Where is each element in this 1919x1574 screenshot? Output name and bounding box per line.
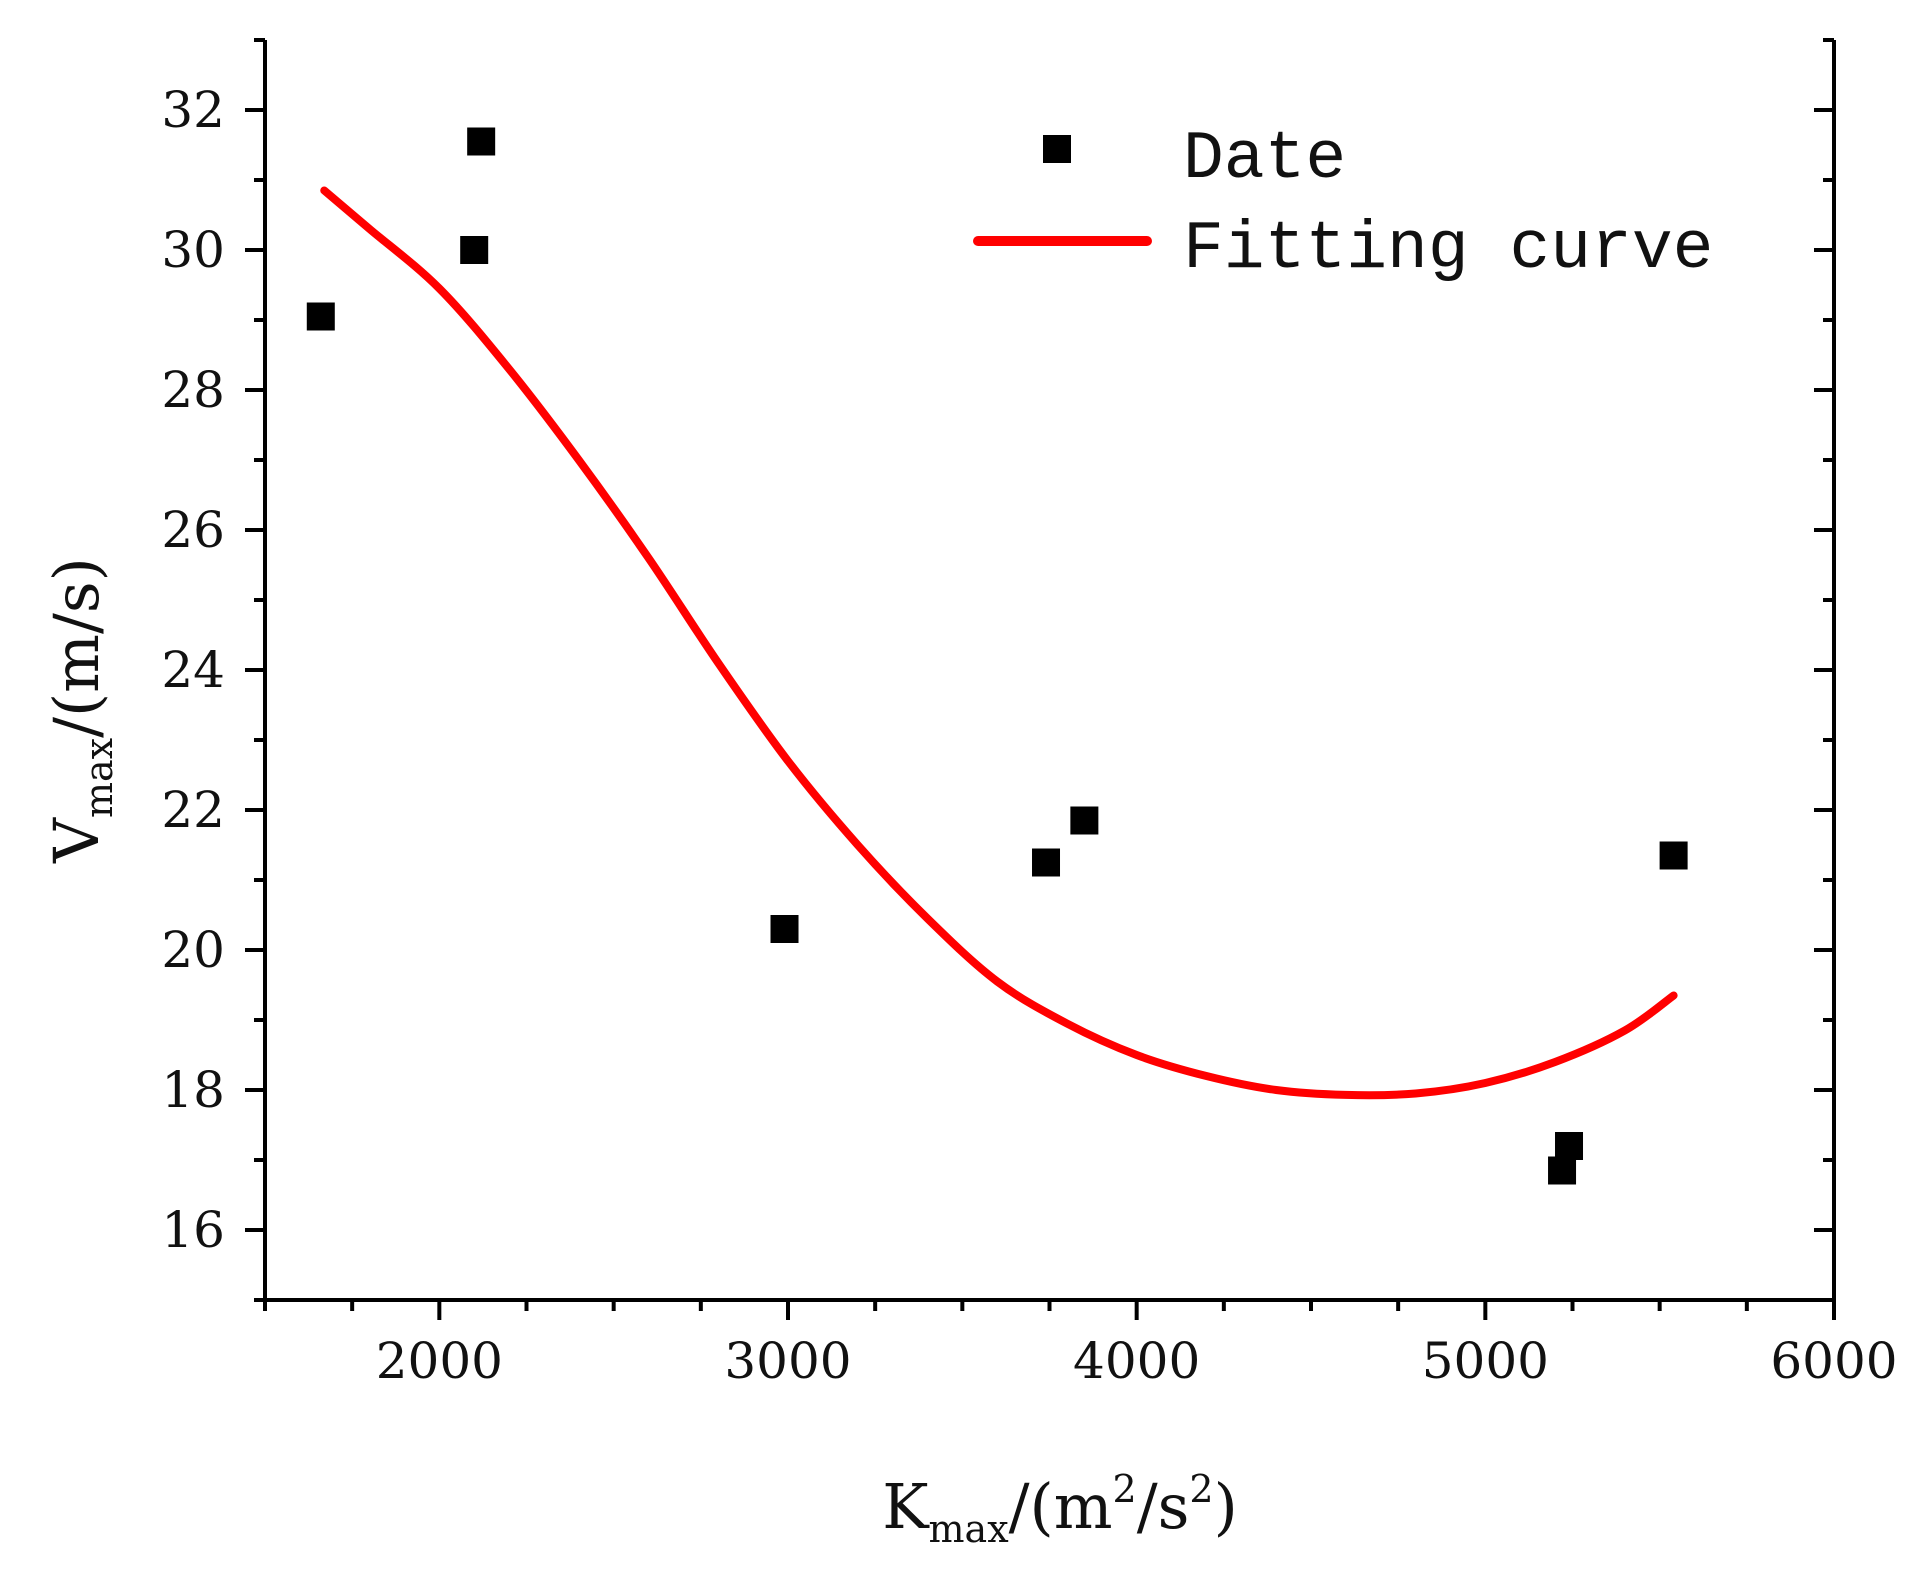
x-axis-ticks bbox=[263, 1300, 1836, 1320]
y-tick-label: 16 bbox=[161, 1201, 225, 1259]
fitting-curve-layer bbox=[320, 186, 1678, 1100]
data-points-layer bbox=[306, 127, 1688, 1185]
data-point bbox=[1070, 806, 1099, 835]
y-tick-label: 32 bbox=[161, 81, 225, 139]
y-axis-tick-labels: 16 18 20 22 24 26 28 30 32 bbox=[161, 81, 225, 1259]
data-point bbox=[1032, 848, 1061, 877]
y-tick-label: 24 bbox=[161, 641, 225, 699]
legend: Date Fitting curve bbox=[973, 121, 1714, 288]
x-tick-label: 5000 bbox=[1422, 1332, 1549, 1390]
data-point bbox=[1555, 1132, 1584, 1160]
legend-label-date: Date bbox=[1183, 121, 1346, 198]
legend-label-fitting-curve: Fitting curve bbox=[1183, 211, 1714, 288]
y-tick-label: 20 bbox=[161, 921, 225, 979]
x-tick-label: 3000 bbox=[724, 1332, 851, 1390]
x-tick-label: 2000 bbox=[376, 1332, 503, 1390]
x-axis-title: Kmax/(m2/s2) bbox=[882, 1467, 1238, 1551]
y-axis-title: Vmax/(m/s) bbox=[40, 557, 121, 864]
data-point bbox=[467, 127, 496, 156]
y-tick-label: 18 bbox=[161, 1061, 225, 1119]
y-axis-ticks bbox=[245, 38, 1834, 1302]
fitting-curve-line bbox=[320, 186, 1678, 1100]
x-tick-label: 4000 bbox=[1073, 1332, 1200, 1390]
y-tick-label: 22 bbox=[161, 781, 225, 839]
data-point bbox=[770, 915, 799, 943]
y-tick-label: 28 bbox=[161, 361, 225, 419]
data-point bbox=[460, 236, 489, 264]
x-axis-tick-labels: 2000 3000 4000 5000 6000 bbox=[376, 1332, 1898, 1390]
data-point bbox=[1548, 1156, 1577, 1185]
data-point bbox=[1659, 841, 1688, 870]
x-tick-label: 6000 bbox=[1770, 1332, 1897, 1390]
y-tick-label: 30 bbox=[161, 221, 225, 279]
data-point bbox=[306, 302, 335, 331]
legend-marker-date bbox=[1043, 135, 1071, 163]
y-tick-label: 26 bbox=[161, 501, 225, 559]
